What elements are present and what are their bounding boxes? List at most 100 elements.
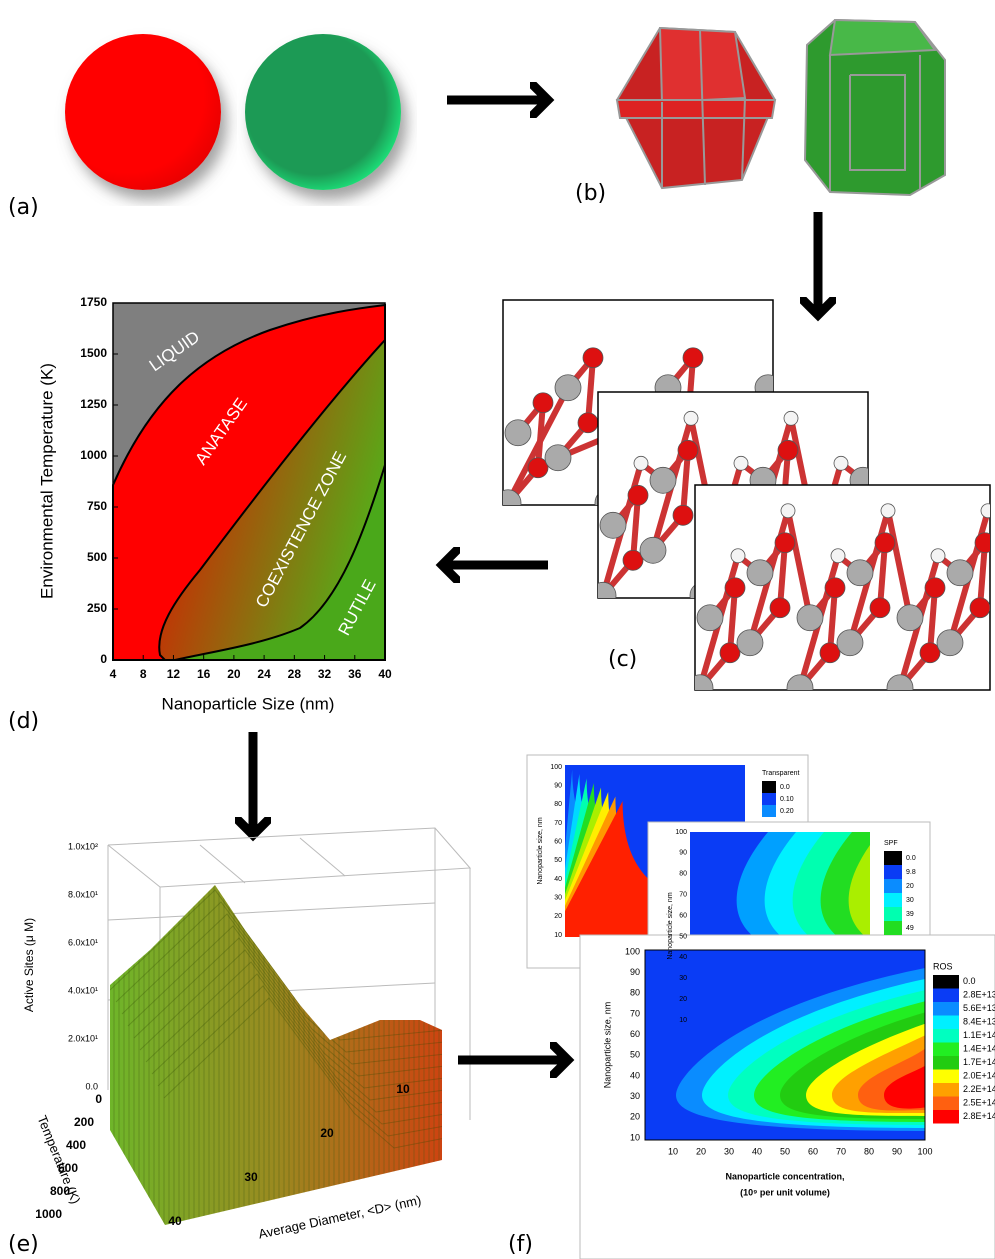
legend-label: 0.0 [906,855,916,862]
y-tick-label: 1500 [80,346,107,360]
y-tick-label: 200 [74,1115,94,1129]
x-tick-label: 30 [724,1146,734,1156]
panel-label: (c) [608,647,637,672]
x-tick-label: 16 [197,667,211,681]
y-tick-label: 70 [554,820,562,827]
y-tick-label: 10 [554,932,562,939]
legend-label: 0.0 [780,784,790,791]
legend-swatch [933,1056,959,1070]
x-tick-label: 12 [167,667,181,681]
y-tick-label: 50 [679,933,687,940]
molecule-snapshots [495,300,995,701]
atom [495,490,521,516]
green-crystal [805,20,945,195]
atom [937,630,963,656]
x-axis-label: (10⁹ per unit volume) [740,1187,830,1197]
legend-swatch [933,1043,959,1057]
atom [673,505,693,525]
x-axis-label: Nanoparticle concentration, [725,1171,844,1181]
y-tick-label: 100 [675,829,687,836]
legend-swatch [762,793,776,805]
surface-bars [100,870,450,1230]
legend-label: 1.4E+14 [963,1044,995,1054]
atom [981,504,995,518]
atom [931,549,945,563]
x-tick-label: 90 [892,1146,902,1156]
legend-swatch [762,805,776,817]
y-tick-label: 10 [679,1017,687,1024]
legend-label: 30 [906,897,914,904]
legend-label: 0.0 [963,976,976,986]
atom [683,348,703,368]
y-tick-label: 40 [630,1070,640,1080]
y-tick-label: 1000 [80,448,107,462]
x-tick-label: 40 [168,1214,182,1228]
x-tick-label: 10 [668,1146,678,1156]
atom [875,533,895,553]
atom [737,630,763,656]
y-tick-label: 70 [679,892,687,899]
z-tick-label: 4.0x10¹ [68,985,98,995]
atom [505,420,531,446]
legend-swatch [884,907,902,921]
atom [881,504,895,518]
y-axis-label: Nanoparticle size, nm [667,892,674,959]
atom [797,605,823,631]
y-tick-label: 50 [630,1050,640,1060]
atom [590,582,616,608]
z-tick-label: 1.0x10² [68,841,98,851]
legend-label: 2.5E+14 [963,1098,995,1108]
z-tick-label: 2.0x10¹ [68,1033,98,1043]
legend-swatch [933,989,959,1003]
green-sphere [245,34,401,190]
legend-label: 9.8 [906,869,916,876]
x-tick-label: 20 [696,1146,706,1156]
x-tick-label: 70 [836,1146,846,1156]
atom [770,598,790,618]
x-tick-label: 28 [288,667,302,681]
y-tick-label: 250 [87,601,107,615]
atom [687,675,713,701]
atom [578,413,598,433]
legend-swatch [762,781,776,793]
atom [640,537,666,563]
y-tick-label: 30 [630,1091,640,1101]
legend-title: Transparent [762,770,800,777]
atom [731,549,745,563]
y-tick-label: 1000 [35,1207,62,1221]
legend-label: 2.2E+14 [963,1084,995,1094]
ros-contour [580,935,995,1259]
atom [545,445,571,471]
atom [555,375,581,401]
x-tick-label: 10 [396,1082,410,1096]
y-tick-label: 1250 [80,397,107,411]
z-tick-label: 6.0x10¹ [68,937,98,947]
y-tick-label: 40 [679,954,687,961]
legend-swatch [933,1016,959,1030]
atom [925,578,945,598]
x-tick-label: 100 [917,1146,932,1156]
y-tick-label: 60 [630,1029,640,1039]
atom [725,578,745,598]
atom [778,440,798,460]
atom [781,504,795,518]
x-tick-label: 40 [378,667,392,681]
y-tick-label: 90 [554,783,562,790]
legend-swatch [933,1110,959,1124]
legend-swatch [933,1083,959,1097]
legend-title: ROS [933,961,953,971]
atom [783,348,803,368]
panel-label: (a) [8,195,39,220]
y-tick-label: 20 [630,1112,640,1122]
figure: (a) (b) (c) LIQUID ANATASE COEXISTENCE Z… [0,0,995,1259]
x-axis-label: Average Diameter, <D> (nm) [257,1192,422,1241]
atom [784,411,798,425]
legend-swatch [933,1029,959,1043]
snapshot [687,485,995,701]
y-tick-label: 400 [66,1138,86,1152]
legend-label: 1.1E+14 [963,1030,995,1040]
y-tick-label: 70 [630,1008,640,1018]
y-tick-label: 0 [95,1092,102,1106]
legend-label: 49 [906,925,914,932]
atom [697,605,723,631]
